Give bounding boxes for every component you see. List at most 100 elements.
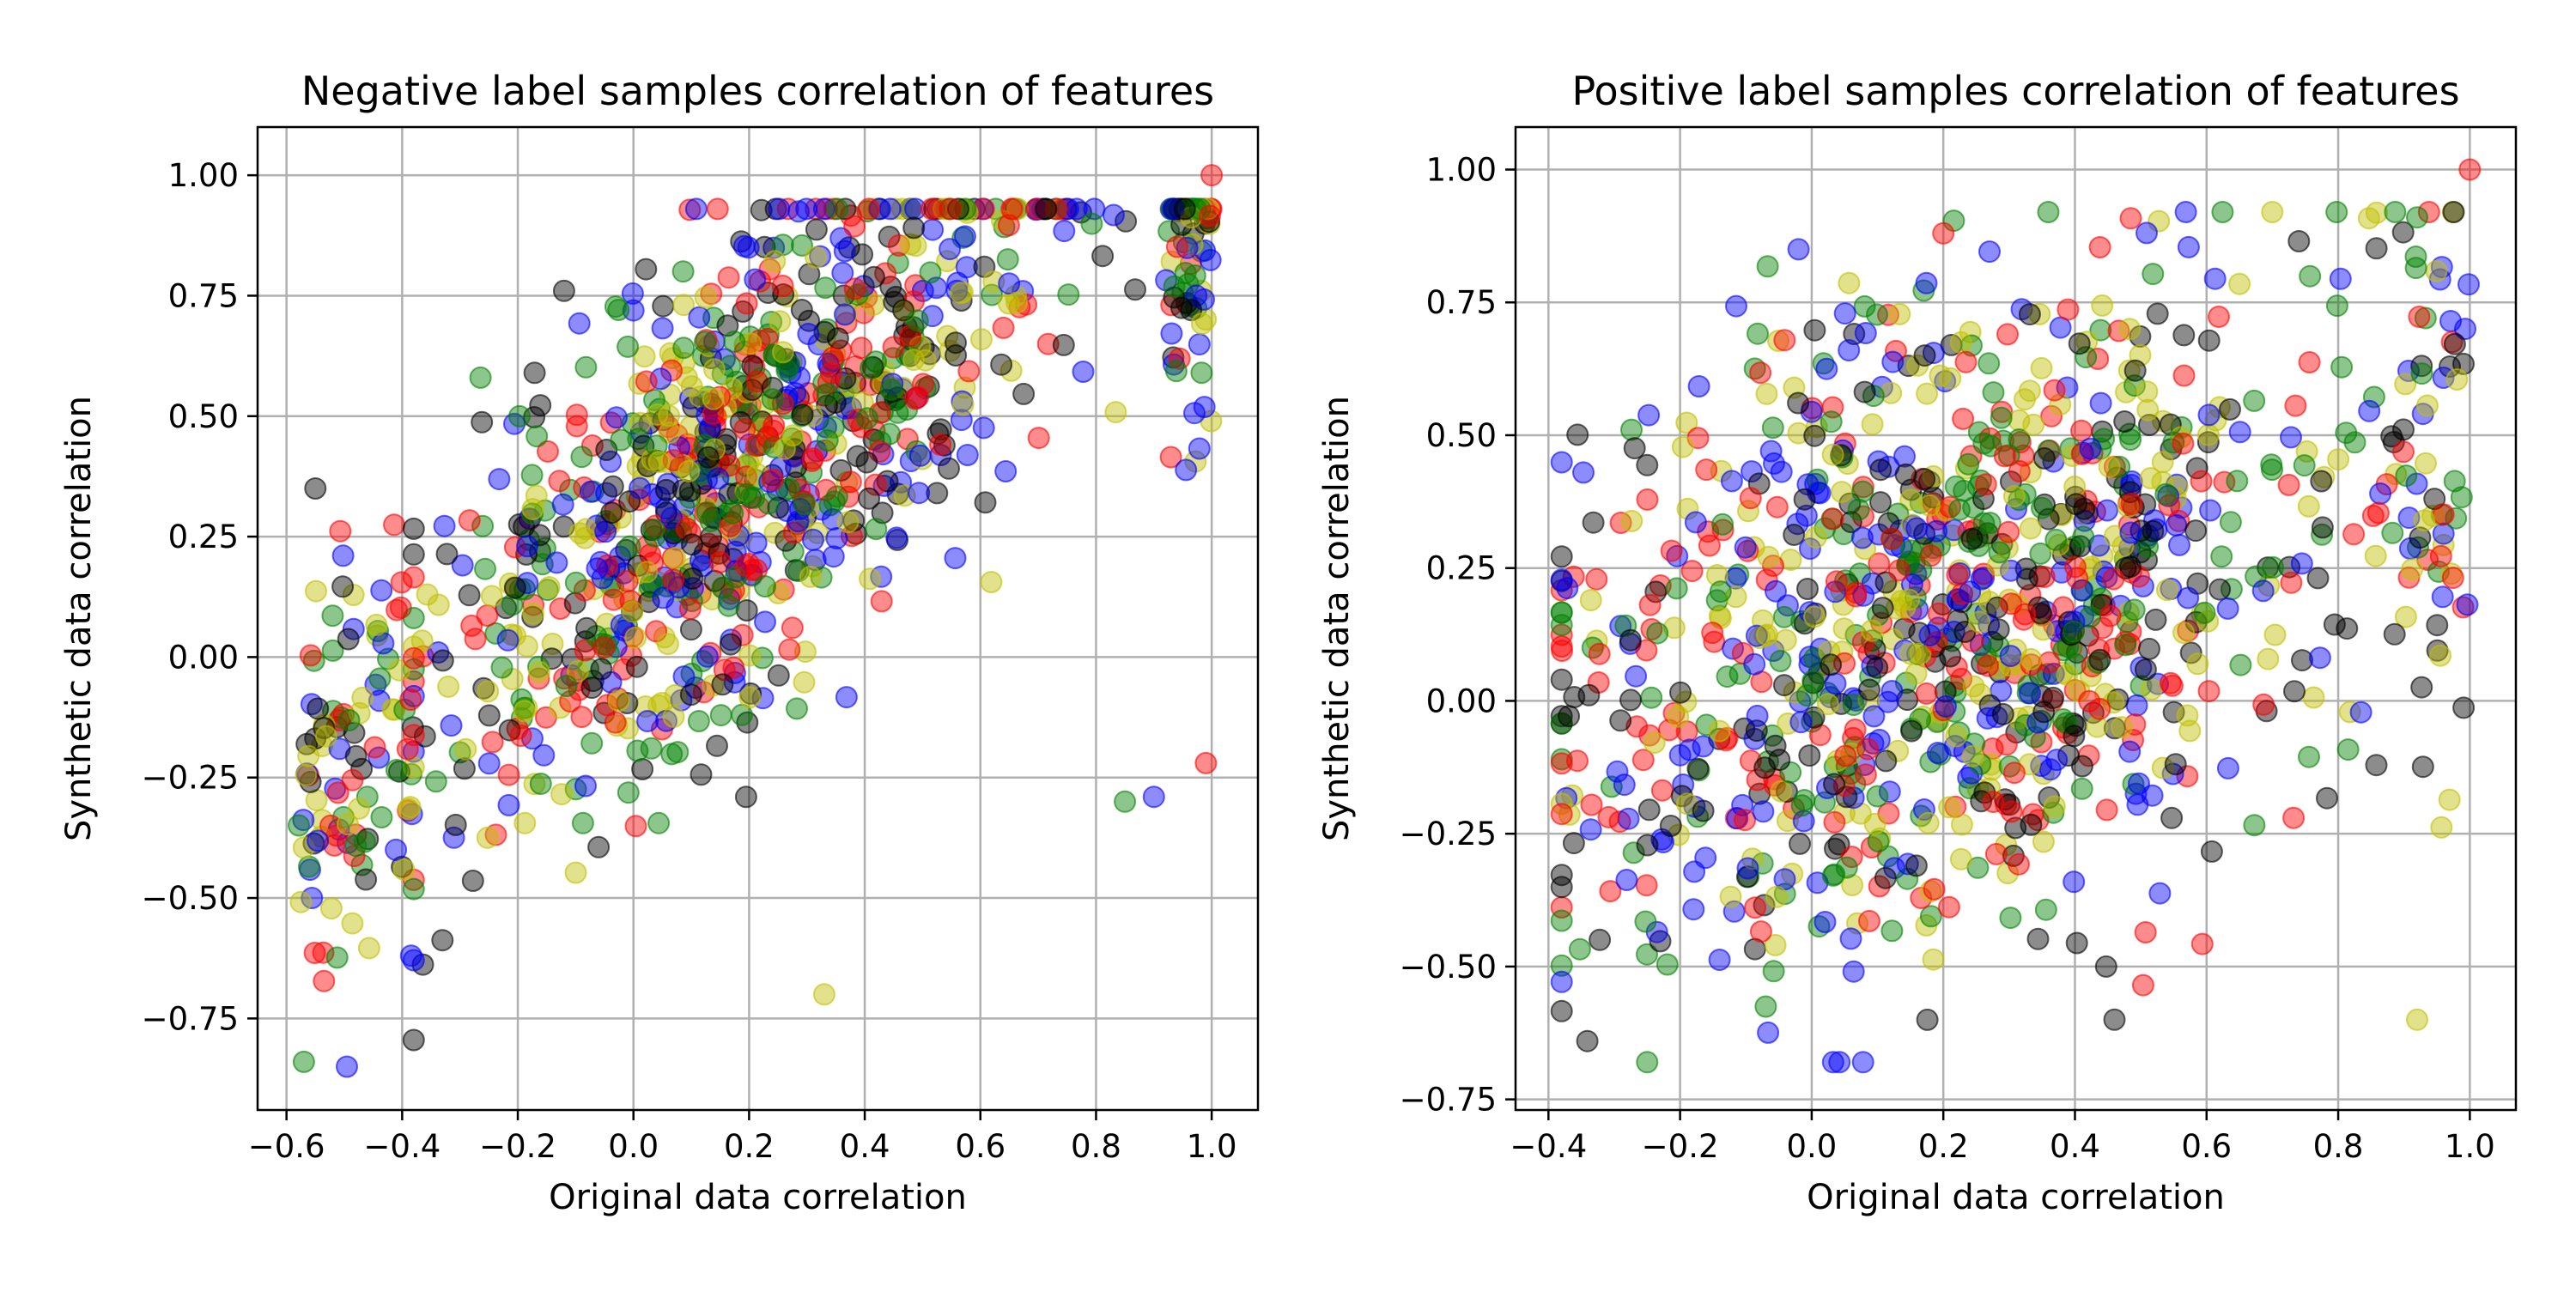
scatter-point bbox=[1843, 323, 1866, 345]
scatter-point bbox=[996, 248, 1019, 271]
scatter-point bbox=[2325, 294, 2348, 318]
x-tick-label: 0.2 bbox=[724, 1128, 775, 1165]
scatter-point bbox=[688, 306, 711, 329]
scatter-point bbox=[289, 890, 313, 913]
scatter-point bbox=[537, 440, 559, 463]
y-tick-label: 0.25 bbox=[1426, 550, 1497, 587]
scatter-point bbox=[402, 1028, 425, 1052]
scatter-point bbox=[1124, 278, 1146, 301]
scatter-point bbox=[666, 741, 690, 764]
scatter-point bbox=[1711, 513, 1735, 536]
scatter-point bbox=[1982, 791, 2005, 814]
scatter-point bbox=[551, 493, 574, 516]
scatter-point bbox=[2037, 201, 2060, 223]
scatter-point bbox=[1990, 406, 2013, 429]
x-tick-label: 0.8 bbox=[2313, 1128, 2364, 1165]
scatter-point bbox=[1984, 842, 2008, 865]
scatter-point bbox=[699, 641, 722, 664]
scatter-point bbox=[2148, 882, 2172, 905]
scatter-point bbox=[2280, 571, 2303, 594]
scatter-point bbox=[645, 434, 668, 458]
scatter-point bbox=[1725, 294, 1747, 318]
scatter-point bbox=[1687, 375, 1710, 397]
scatter-point bbox=[1961, 744, 1984, 767]
scatter-point bbox=[2406, 1008, 2428, 1031]
scatter-point bbox=[2364, 544, 2387, 567]
scatter-point bbox=[402, 724, 425, 747]
scatter-point bbox=[1774, 628, 1797, 652]
scatter-point bbox=[2252, 693, 2275, 716]
scatter-point bbox=[555, 675, 578, 697]
scatter-point bbox=[1824, 672, 1847, 695]
x-tick-label: 0.6 bbox=[2181, 1128, 2232, 1165]
scatter-point bbox=[529, 394, 552, 417]
scatter-point bbox=[814, 276, 837, 300]
scatter-point bbox=[835, 686, 858, 709]
scatter-point bbox=[440, 714, 463, 737]
scatter-point bbox=[2445, 368, 2469, 391]
scatter-point bbox=[1114, 790, 1137, 813]
scatter-point bbox=[2282, 806, 2306, 829]
scatter-point bbox=[1839, 927, 1862, 950]
scatter-point bbox=[509, 725, 532, 747]
scatter-point bbox=[370, 579, 393, 602]
scatter-point bbox=[1708, 727, 1731, 750]
scatter-point bbox=[413, 725, 436, 748]
scatter-point bbox=[521, 498, 544, 520]
scatter-point bbox=[1550, 999, 1573, 1022]
scatter-point bbox=[365, 613, 388, 636]
scatter-point bbox=[1804, 525, 1827, 549]
scatter-point bbox=[2172, 324, 2196, 347]
scatter-point bbox=[2452, 696, 2476, 719]
scatter-point bbox=[2199, 499, 2222, 522]
scatter-point bbox=[1880, 527, 1903, 550]
scatter-point bbox=[1104, 401, 1127, 424]
y-tick-label: −0.25 bbox=[1400, 816, 1497, 852]
scatter-point bbox=[402, 646, 425, 670]
scatter-point bbox=[621, 600, 644, 623]
scatter-point bbox=[929, 433, 952, 456]
scatter-point bbox=[2172, 622, 2195, 644]
scatter-point bbox=[1683, 860, 1706, 883]
scatter-point bbox=[528, 524, 551, 547]
scatter-point bbox=[1579, 589, 1602, 612]
scatter-point bbox=[454, 737, 477, 761]
scatter-point bbox=[2068, 332, 2091, 355]
scatter-point bbox=[297, 855, 320, 878]
scatter-point bbox=[834, 367, 857, 390]
scatter-point bbox=[696, 446, 720, 469]
scatter-point bbox=[580, 731, 604, 755]
scatter-point bbox=[516, 572, 539, 595]
scatter-point bbox=[768, 197, 791, 221]
scatter-point bbox=[690, 763, 713, 786]
scatter-point bbox=[1960, 527, 1984, 550]
scatter-point bbox=[1832, 617, 1856, 640]
scatter-point bbox=[1770, 460, 1793, 483]
scatter-point bbox=[831, 261, 854, 284]
scatter-point bbox=[1159, 446, 1182, 469]
scatter-point bbox=[513, 700, 536, 723]
scatter-point bbox=[2426, 614, 2449, 637]
scatter-point bbox=[1682, 898, 1705, 921]
scatter-point bbox=[972, 416, 995, 440]
scatter-point bbox=[1588, 642, 1611, 665]
scatter-point bbox=[1978, 240, 2001, 264]
scatter-point bbox=[761, 388, 784, 411]
scatter-point bbox=[2008, 852, 2030, 876]
scatter-point bbox=[825, 527, 848, 549]
scatter-point bbox=[341, 768, 364, 792]
scatter-point bbox=[2110, 716, 2133, 739]
scatter-point bbox=[972, 197, 995, 221]
scatter-point bbox=[1999, 907, 2022, 930]
scatter-point bbox=[2038, 651, 2061, 674]
scatter-point bbox=[1993, 445, 2016, 468]
scatter-point bbox=[2118, 740, 2142, 763]
scatter-point bbox=[1142, 786, 1165, 809]
scatter-point bbox=[2019, 517, 2042, 540]
scatter-point bbox=[1816, 693, 1839, 716]
scatter-point bbox=[1789, 711, 1813, 734]
scatter-point bbox=[1954, 350, 1978, 373]
scatter-point bbox=[1692, 799, 1715, 822]
x-tick-label: 0.6 bbox=[955, 1128, 1005, 1165]
scatter-point bbox=[953, 225, 976, 248]
